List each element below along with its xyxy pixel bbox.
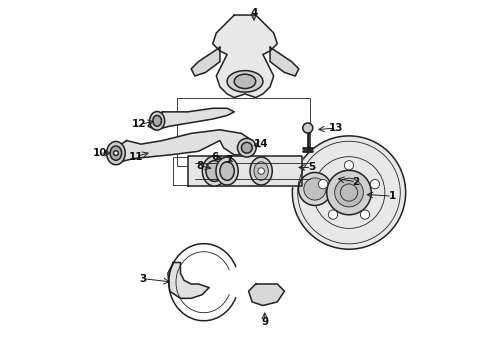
Text: 8: 8 [196, 161, 204, 171]
Ellipse shape [107, 141, 125, 165]
Polygon shape [148, 108, 234, 130]
Ellipse shape [114, 151, 118, 156]
Ellipse shape [149, 112, 165, 130]
Text: 10: 10 [93, 148, 107, 158]
Circle shape [318, 180, 328, 189]
Polygon shape [191, 47, 220, 76]
Text: 1: 1 [389, 191, 395, 201]
Ellipse shape [110, 146, 122, 160]
Ellipse shape [304, 178, 326, 200]
Text: 13: 13 [329, 123, 343, 133]
Polygon shape [213, 15, 277, 98]
Polygon shape [188, 156, 302, 186]
Circle shape [327, 170, 371, 215]
Circle shape [293, 136, 406, 249]
Text: 7: 7 [225, 155, 233, 165]
Polygon shape [270, 47, 299, 76]
Text: 14: 14 [254, 139, 269, 149]
Ellipse shape [298, 172, 331, 206]
Circle shape [370, 180, 380, 189]
Polygon shape [168, 262, 209, 298]
Text: 9: 9 [261, 317, 269, 327]
Ellipse shape [220, 162, 234, 180]
Circle shape [335, 178, 364, 207]
Polygon shape [109, 130, 256, 162]
Text: 11: 11 [128, 152, 143, 162]
Ellipse shape [206, 161, 223, 181]
Ellipse shape [227, 71, 263, 92]
Ellipse shape [250, 157, 272, 185]
Ellipse shape [238, 138, 256, 157]
Text: 6: 6 [211, 152, 218, 162]
Ellipse shape [254, 162, 269, 180]
Text: 12: 12 [132, 120, 147, 129]
Ellipse shape [258, 168, 265, 174]
Ellipse shape [216, 157, 238, 185]
Ellipse shape [234, 74, 256, 89]
Text: 5: 5 [308, 162, 315, 172]
Text: 4: 4 [250, 8, 258, 18]
Text: 2: 2 [352, 177, 360, 187]
Ellipse shape [303, 123, 313, 133]
Circle shape [344, 161, 354, 170]
Ellipse shape [153, 116, 161, 126]
Circle shape [360, 210, 369, 219]
Ellipse shape [202, 156, 227, 186]
Polygon shape [248, 284, 285, 306]
Circle shape [328, 210, 338, 219]
Ellipse shape [242, 142, 252, 153]
Text: 3: 3 [139, 274, 147, 284]
